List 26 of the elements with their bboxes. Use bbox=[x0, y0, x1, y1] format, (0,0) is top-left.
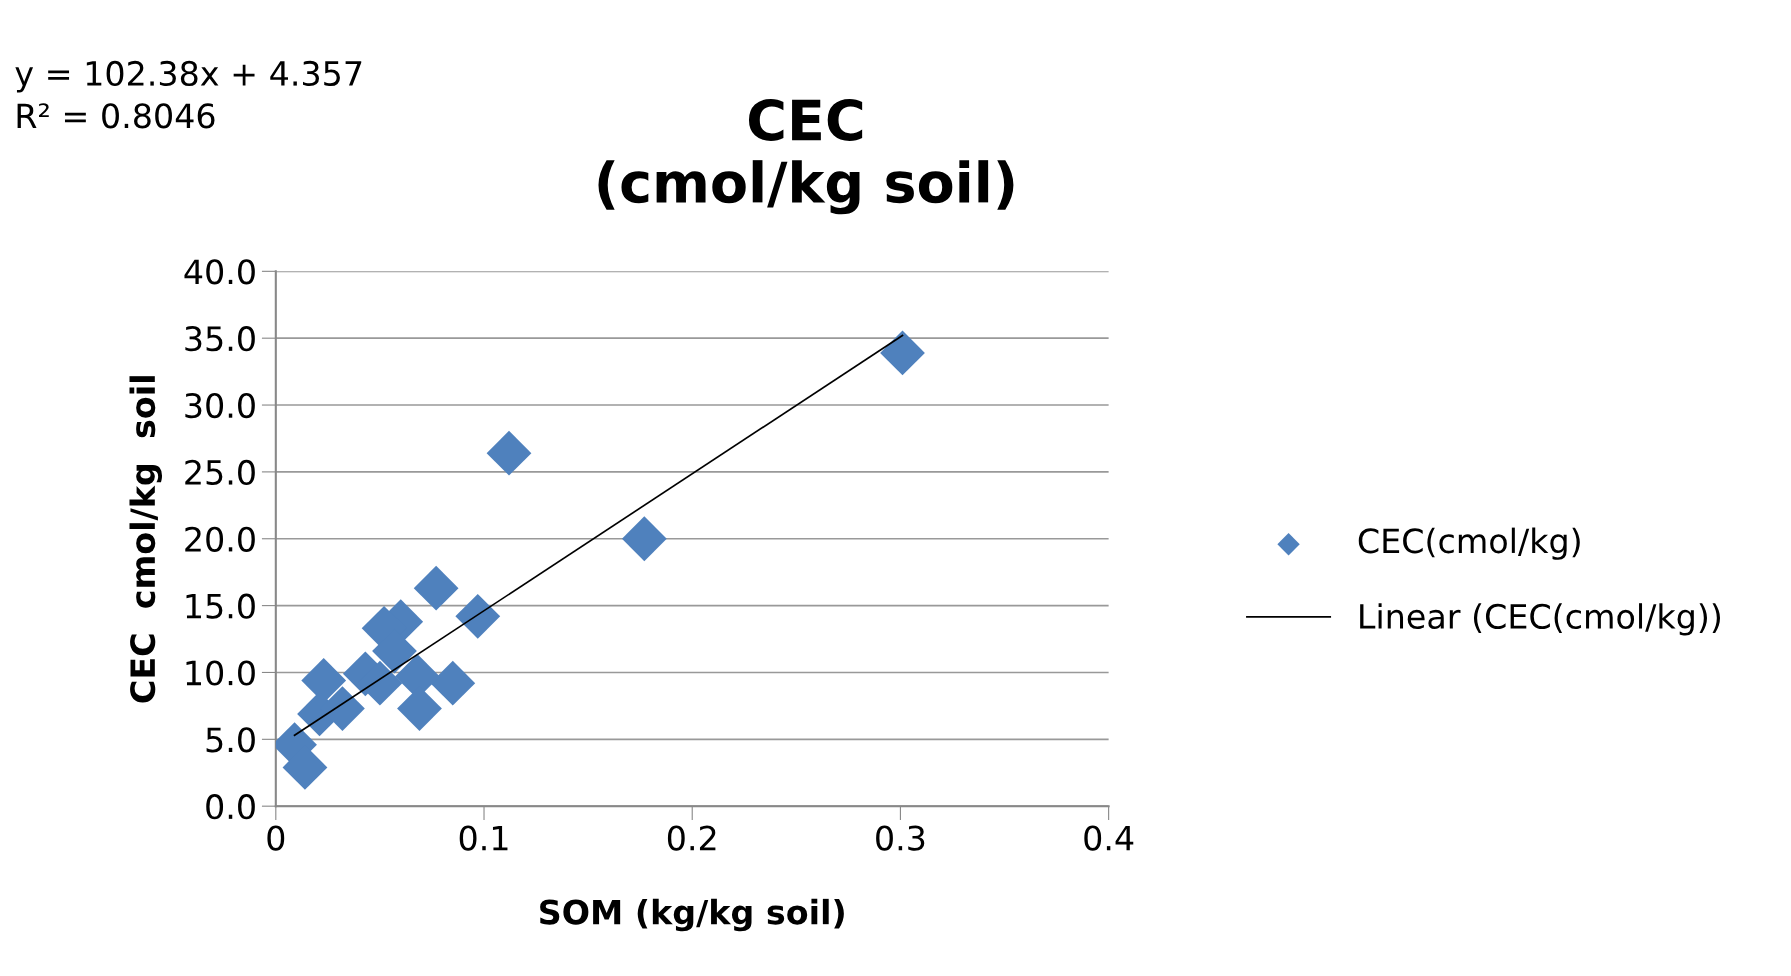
x-tick-label: 0 bbox=[267, 825, 285, 851]
point bbox=[455, 593, 501, 639]
legend-label: CEC(cmol/kg) bbox=[1358, 527, 1580, 560]
point bbox=[413, 565, 459, 611]
y-tick-label: 35.0 bbox=[185, 326, 255, 352]
point bbox=[621, 516, 667, 562]
y-tick-label: 40.0 bbox=[184, 259, 255, 285]
chart-title: CEC (cmol/kg soil) bbox=[598, 98, 1014, 215]
x-axis-title: SOM (kg/kg soil) bbox=[540, 898, 844, 932]
point bbox=[880, 330, 925, 376]
point bbox=[430, 660, 476, 706]
y-tick-label: 25.0 bbox=[185, 459, 255, 486]
x-tick-label: 0.3 bbox=[876, 825, 925, 851]
text: y = 102.38x + 4.357 R² = 0.8046 bbox=[15, 60, 362, 129]
legend-label: Linear (CEC(cmol/kg)) bbox=[1360, 603, 1720, 636]
point bbox=[486, 430, 532, 476]
y-tick-label: 0.0 bbox=[206, 794, 255, 820]
y-axis-title: CEC cmol/kg soil bbox=[129, 376, 163, 703]
x-tick-label: 0.2 bbox=[667, 825, 716, 851]
x-tick-label: 0.4 bbox=[1084, 825, 1134, 851]
y-tick-label: 30.0 bbox=[185, 392, 255, 419]
y-tick-label: 10.0 bbox=[186, 660, 255, 686]
y-tick-label: 20.0 bbox=[185, 526, 255, 552]
y-tick-label: 15.0 bbox=[186, 593, 255, 619]
x-tick-label: 0.1 bbox=[459, 825, 508, 851]
y-tick-label: 5.0 bbox=[206, 727, 255, 753]
